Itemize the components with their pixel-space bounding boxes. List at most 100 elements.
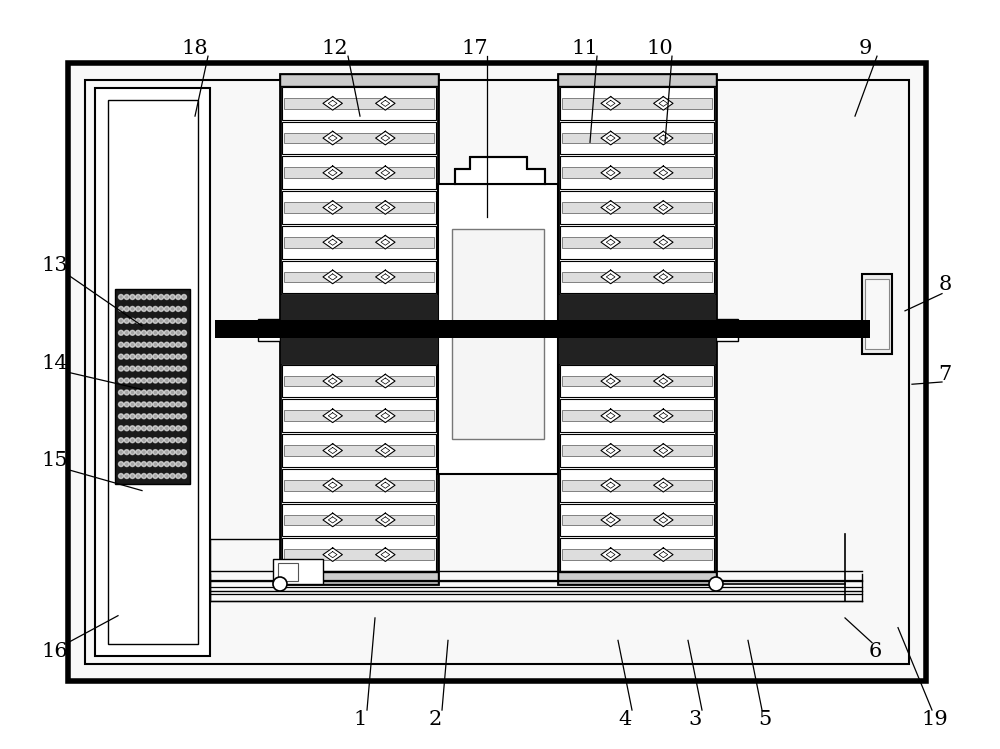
Circle shape <box>124 390 129 395</box>
Circle shape <box>130 306 135 312</box>
Polygon shape <box>601 235 620 249</box>
Polygon shape <box>654 201 673 214</box>
Polygon shape <box>323 443 342 458</box>
Bar <box>280 572 438 584</box>
Polygon shape <box>323 97 342 110</box>
Circle shape <box>136 318 141 324</box>
Circle shape <box>147 306 152 312</box>
Text: 5: 5 <box>758 709 772 729</box>
Circle shape <box>130 425 135 431</box>
Bar <box>282 261 436 294</box>
Bar <box>282 503 436 536</box>
Circle shape <box>170 473 175 479</box>
Circle shape <box>170 354 175 360</box>
Circle shape <box>153 354 158 360</box>
Circle shape <box>124 437 129 443</box>
Bar <box>560 122 714 154</box>
Bar <box>284 168 434 178</box>
Circle shape <box>130 473 135 479</box>
Polygon shape <box>376 131 395 145</box>
Circle shape <box>153 461 158 467</box>
Bar <box>284 515 434 525</box>
Circle shape <box>147 425 152 431</box>
Circle shape <box>153 306 158 312</box>
Text: 14: 14 <box>42 354 68 373</box>
Circle shape <box>119 437 124 443</box>
Circle shape <box>159 294 164 300</box>
Circle shape <box>124 473 129 479</box>
Polygon shape <box>376 201 395 214</box>
Circle shape <box>176 414 181 419</box>
Text: 17: 17 <box>462 39 488 58</box>
Bar <box>452 229 544 439</box>
Bar <box>562 98 712 109</box>
Text: 8: 8 <box>938 275 952 294</box>
Bar <box>280 74 438 86</box>
Circle shape <box>182 330 186 336</box>
Circle shape <box>176 366 181 371</box>
Circle shape <box>147 318 152 324</box>
Polygon shape <box>323 513 342 527</box>
Bar <box>284 376 434 386</box>
Circle shape <box>176 342 181 348</box>
Circle shape <box>124 378 129 383</box>
Bar <box>558 74 716 86</box>
Circle shape <box>124 318 129 324</box>
Text: 13: 13 <box>42 256 68 276</box>
Circle shape <box>119 330 124 336</box>
Polygon shape <box>376 479 395 492</box>
Circle shape <box>147 414 152 419</box>
Bar <box>558 74 716 584</box>
Polygon shape <box>654 235 673 249</box>
Circle shape <box>141 354 146 360</box>
Polygon shape <box>601 166 620 180</box>
Circle shape <box>119 473 124 479</box>
Polygon shape <box>601 97 620 110</box>
Circle shape <box>119 366 124 371</box>
Circle shape <box>141 461 146 467</box>
Circle shape <box>153 294 158 300</box>
Circle shape <box>141 306 146 312</box>
Bar <box>95 88 210 656</box>
Polygon shape <box>376 270 395 284</box>
Text: 15: 15 <box>42 451 68 470</box>
Circle shape <box>130 318 135 324</box>
Polygon shape <box>601 409 620 422</box>
Circle shape <box>136 437 141 443</box>
Circle shape <box>141 366 146 371</box>
Circle shape <box>136 354 141 360</box>
Polygon shape <box>601 513 620 527</box>
Bar <box>865 279 889 349</box>
Polygon shape <box>376 443 395 458</box>
Polygon shape <box>654 270 673 284</box>
Circle shape <box>159 449 164 455</box>
Circle shape <box>147 473 152 479</box>
Polygon shape <box>323 548 342 562</box>
Circle shape <box>176 306 181 312</box>
Bar <box>284 549 434 560</box>
Polygon shape <box>376 409 395 422</box>
Circle shape <box>119 318 124 324</box>
Circle shape <box>176 318 181 324</box>
Circle shape <box>136 294 141 300</box>
Circle shape <box>147 449 152 455</box>
Bar <box>560 157 714 189</box>
Circle shape <box>124 294 129 300</box>
Polygon shape <box>654 443 673 458</box>
Circle shape <box>147 342 152 348</box>
Bar <box>284 272 434 282</box>
Circle shape <box>147 378 152 383</box>
Polygon shape <box>376 166 395 180</box>
Circle shape <box>130 449 135 455</box>
Circle shape <box>170 330 175 336</box>
Circle shape <box>130 390 135 395</box>
Polygon shape <box>376 513 395 527</box>
Circle shape <box>159 318 164 324</box>
Circle shape <box>170 437 175 443</box>
Circle shape <box>164 342 169 348</box>
Circle shape <box>170 402 175 407</box>
Bar <box>282 539 436 571</box>
Circle shape <box>124 354 129 360</box>
Circle shape <box>147 461 152 467</box>
Circle shape <box>170 414 175 419</box>
